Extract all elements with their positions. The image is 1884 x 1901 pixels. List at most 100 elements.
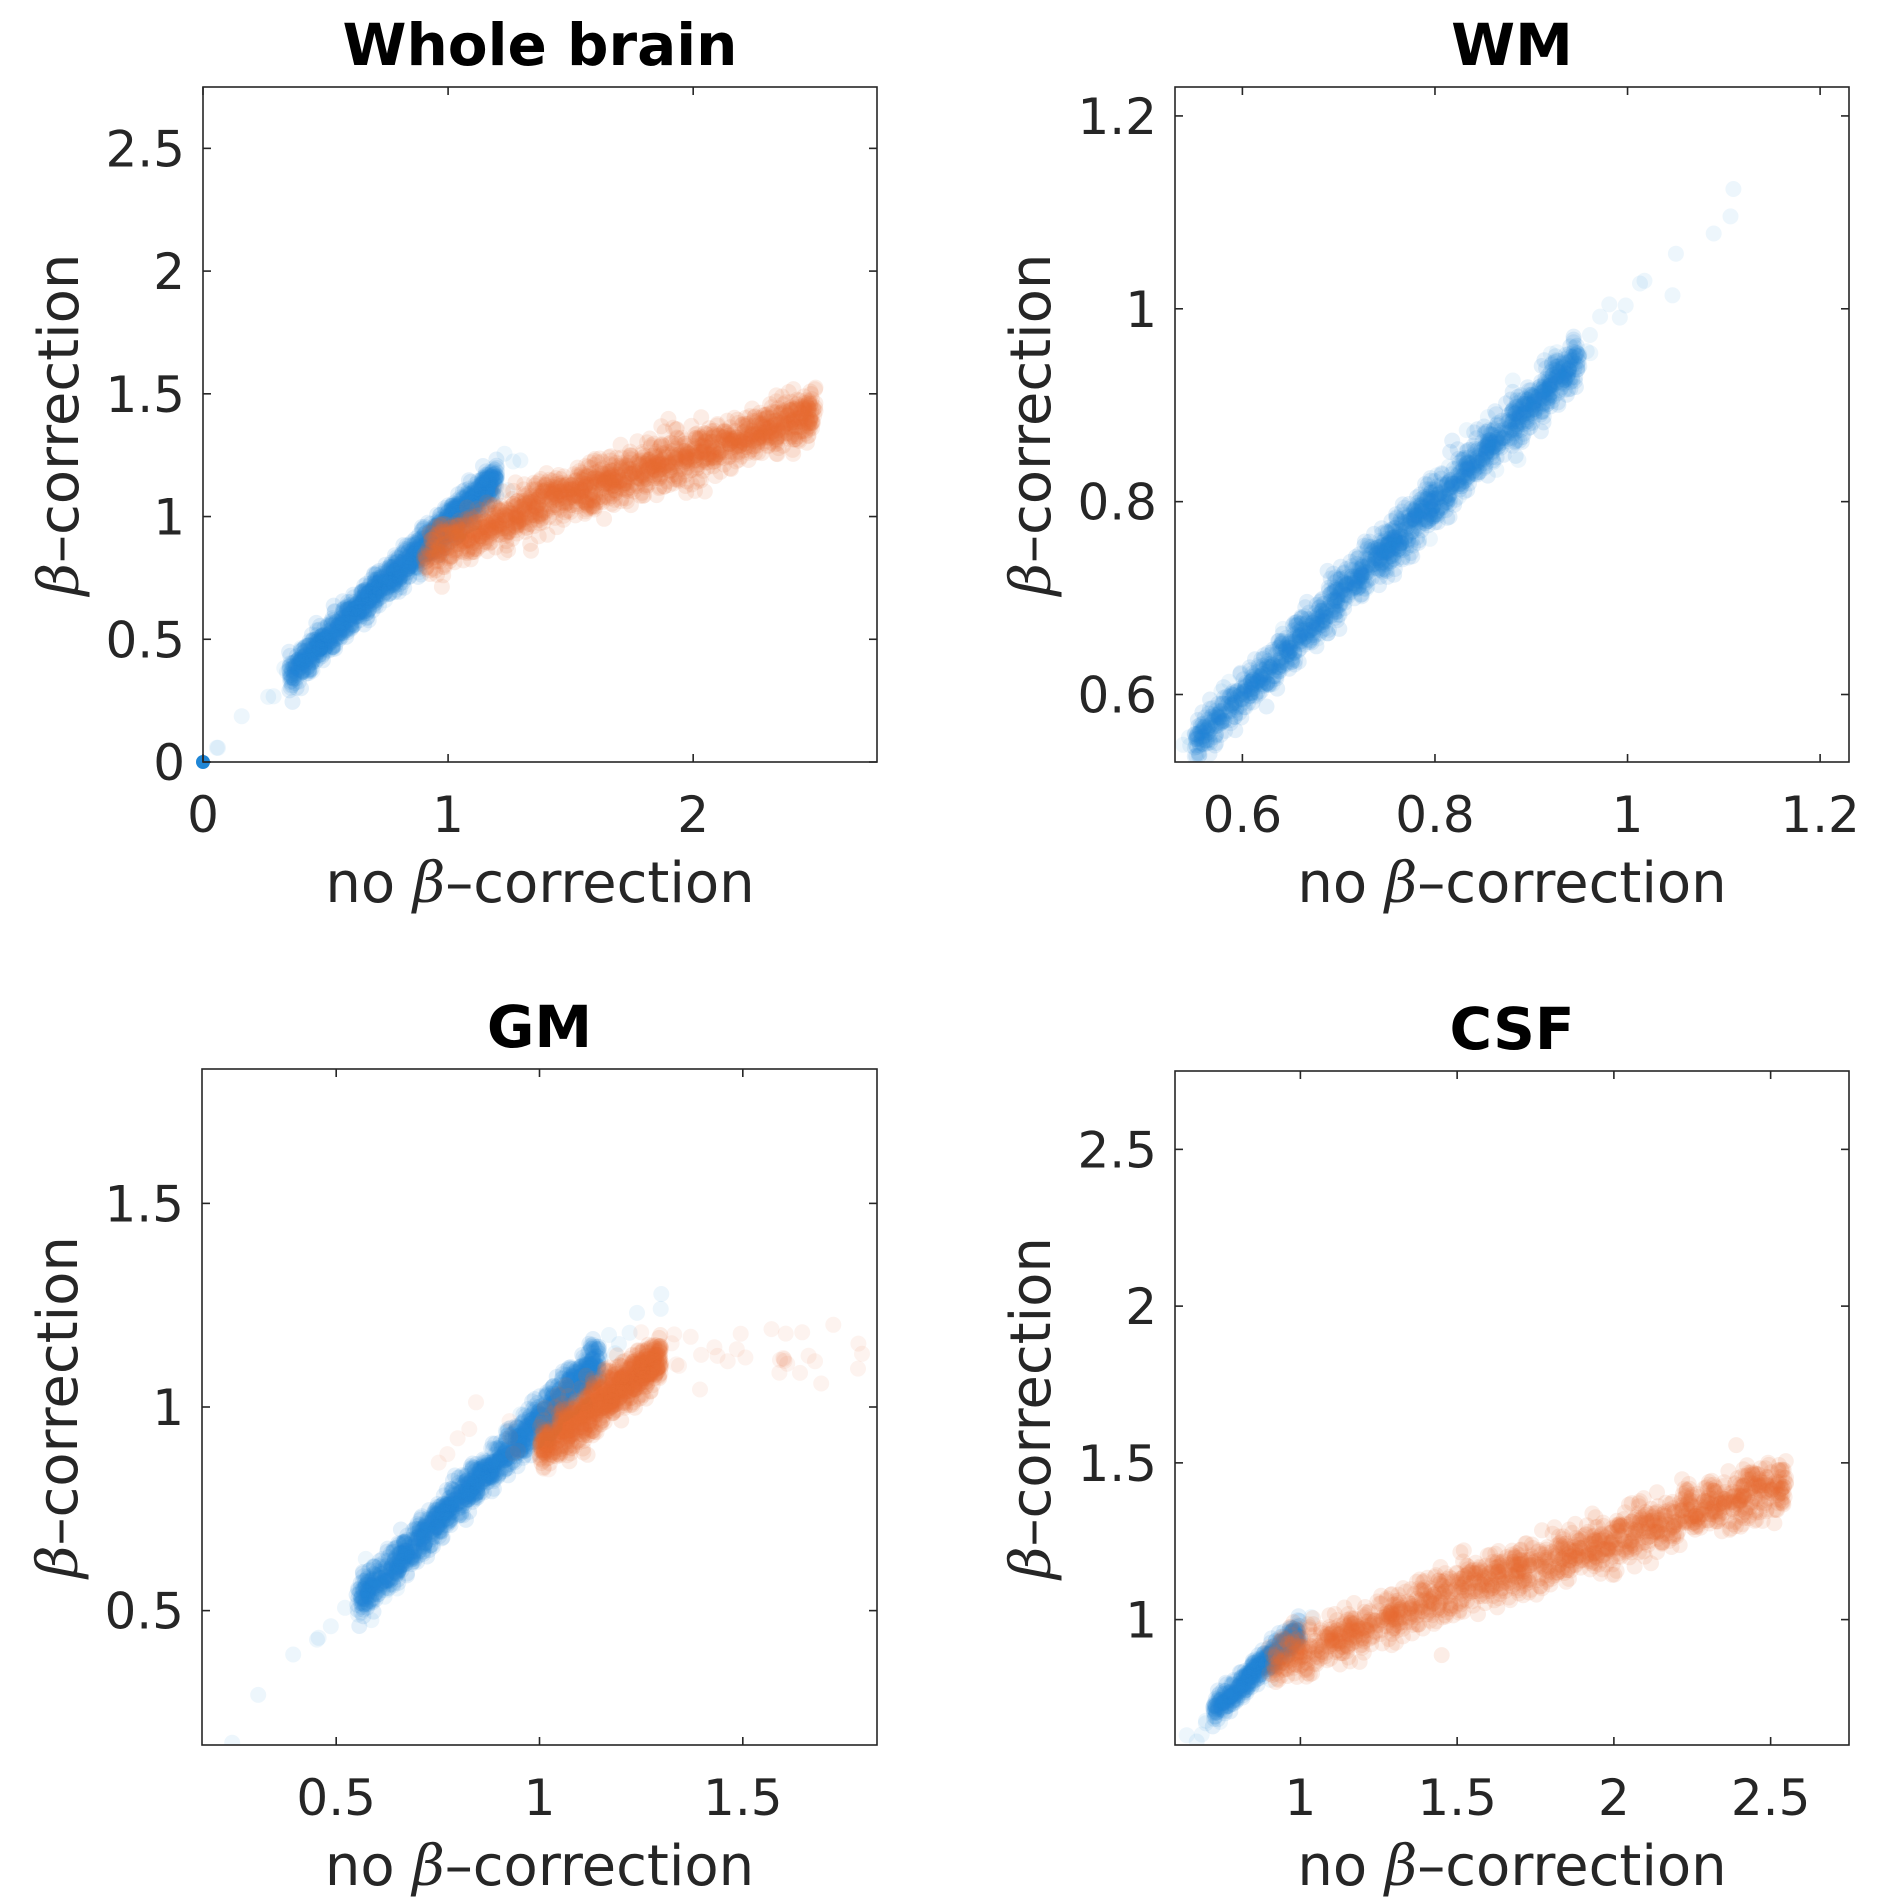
data-point [467, 489, 484, 506]
data-point [415, 520, 432, 537]
data-point [761, 429, 778, 446]
data-point [446, 515, 463, 532]
data-point [363, 595, 380, 612]
data-point [352, 596, 369, 613]
data-point [1725, 181, 1742, 197]
data-point [435, 521, 452, 538]
data-point [392, 579, 409, 596]
data-point [284, 693, 301, 710]
data-point [354, 594, 371, 611]
data-point [418, 537, 435, 554]
data-point [294, 645, 311, 662]
data-point [441, 521, 458, 538]
data-point [349, 608, 365, 625]
data-point [346, 601, 363, 618]
data-point [462, 482, 479, 499]
data-point [305, 631, 322, 648]
data-point [293, 654, 310, 671]
data-point [310, 644, 327, 661]
data-point [503, 498, 520, 515]
data-point [331, 628, 348, 645]
data-point [476, 477, 493, 493]
data-point [440, 517, 457, 534]
data-point [325, 639, 341, 655]
x-label-suffix: –correction [445, 851, 754, 916]
data-point [707, 449, 723, 466]
data-point [396, 561, 413, 578]
data-point [476, 490, 493, 507]
data-point [302, 648, 319, 665]
data-point [338, 628, 355, 645]
data-point [318, 627, 335, 644]
data-point [408, 550, 424, 567]
data-point [487, 476, 504, 493]
data-point [391, 576, 408, 592]
data-point [341, 611, 358, 628]
data-point [450, 510, 467, 527]
data-point [281, 682, 298, 699]
data-point [376, 574, 393, 591]
data-point [418, 544, 435, 561]
data-point [480, 478, 497, 495]
data-point [464, 487, 481, 504]
y-label-beta: β [27, 563, 92, 597]
data-point [436, 536, 453, 553]
data-point [418, 538, 435, 555]
data-point [456, 503, 473, 520]
data-point [488, 470, 505, 487]
data-point [413, 544, 430, 560]
data-point [464, 484, 481, 501]
data-point [402, 551, 419, 567]
data-point [458, 517, 475, 534]
data-point [484, 479, 501, 496]
x-label-beta: β [411, 851, 445, 916]
data-point [431, 531, 448, 548]
data-point [342, 609, 359, 626]
data-point [383, 568, 400, 585]
data-point [424, 537, 440, 554]
data-point [373, 579, 390, 596]
data-point [379, 571, 396, 588]
data-point [342, 602, 358, 619]
data-point [342, 613, 359, 630]
data-point [422, 543, 439, 560]
data-point [1442, 490, 1459, 507]
data-point [413, 519, 430, 535]
data-point [347, 608, 364, 625]
data-point [632, 487, 649, 504]
data-point [309, 636, 326, 653]
data-point [347, 595, 364, 612]
data-point [459, 486, 476, 503]
data-point [344, 610, 361, 627]
data-point [281, 669, 298, 686]
data-point [473, 481, 490, 498]
data-point [445, 510, 462, 527]
data-point [422, 531, 439, 548]
data-point [427, 535, 444, 552]
data-point [442, 506, 459, 523]
data-point [431, 525, 448, 542]
data-point [443, 500, 460, 517]
data-point [345, 586, 362, 603]
data-point [412, 538, 429, 555]
data-point [474, 471, 490, 488]
data-point [387, 564, 404, 581]
data-point [386, 567, 403, 584]
data-point [300, 665, 317, 682]
data-point [374, 578, 391, 595]
data-point [442, 510, 459, 527]
data-point [297, 647, 313, 664]
data-point [333, 625, 350, 642]
data-point [333, 607, 350, 624]
data-point [449, 498, 466, 515]
data-point [483, 468, 500, 485]
data-point [355, 600, 372, 617]
data-point [401, 553, 418, 570]
data-point [466, 498, 483, 515]
data-point [377, 556, 394, 573]
data-point [314, 627, 331, 644]
data-point [416, 525, 433, 542]
data-point [525, 474, 542, 491]
data-point [335, 601, 352, 618]
data-point [348, 601, 365, 618]
